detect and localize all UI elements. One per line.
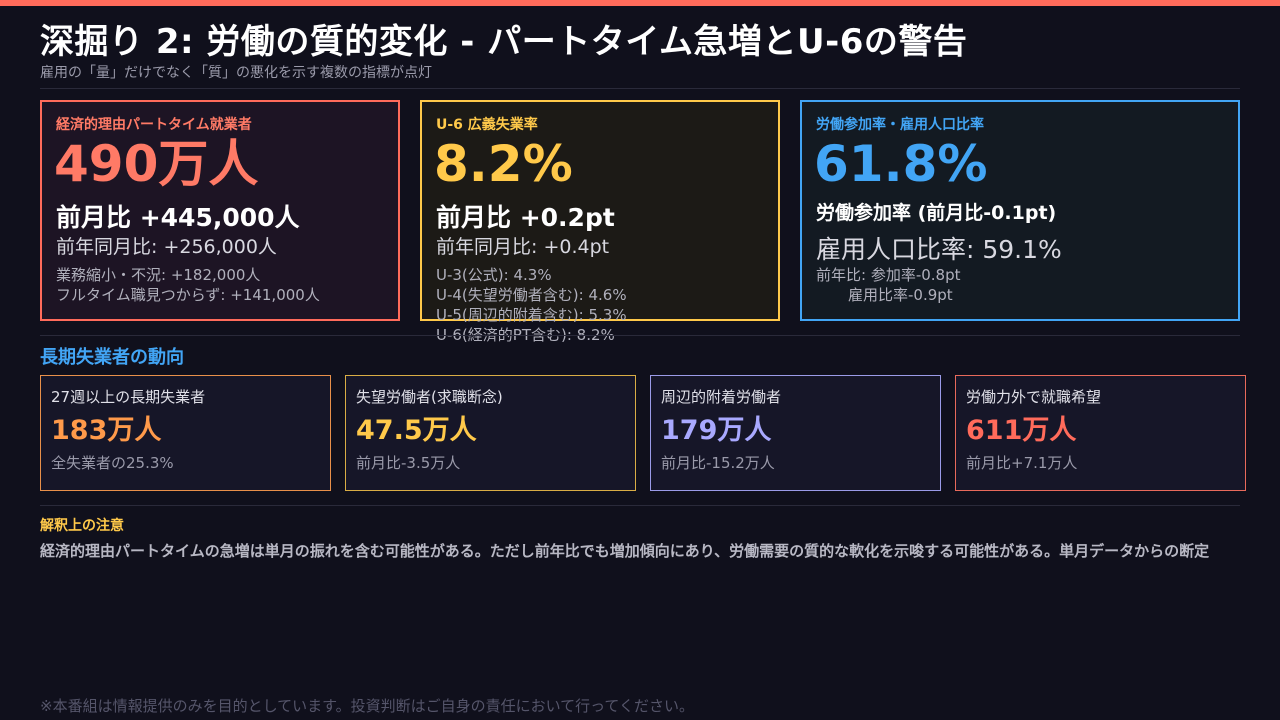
section-divider xyxy=(40,335,1240,336)
caution-title: 解釈上の注意 xyxy=(40,518,124,534)
card-part-time: 経済的理由パートタイム就業者 490万人 前月比 +445,000人 前年同月比… xyxy=(40,100,400,321)
header-divider xyxy=(40,88,1240,89)
stat-value: 179万人 xyxy=(661,415,772,446)
card-labor-force: 労働参加率・雇用人口比率 61.8% 労働参加率 (前月比-0.1pt) 雇用人… xyxy=(800,100,1240,321)
detail-line: 業務縮小・不況: +182,000人 xyxy=(56,266,261,284)
disclaimer-footer: ※本番組は情報提供のみを目的としています。投資判断はご自身の責任において行ってく… xyxy=(40,697,694,715)
card-big-value: 61.8% xyxy=(814,135,988,193)
page-subtitle: 雇用の「量」だけでなく「質」の悪化を示す複数の指標が点灯 xyxy=(40,65,432,81)
stat-note: 前月比+7.1万人 xyxy=(966,454,1078,472)
card-u6: U-6 広義失業率 8.2% 前月比 +0.2pt 前年同月比: +0.4pt … xyxy=(420,100,780,344)
detail-line: 前年比: 参加率-0.8pt xyxy=(816,266,961,284)
detail-line: U-5(周辺的附着含む): 5.3% xyxy=(436,306,627,324)
top-accent-bar xyxy=(0,0,1280,6)
stat-value: 183万人 xyxy=(51,415,162,446)
card-details: U-3(公式): 4.3% U-4(失望労働者含む): 4.6% U-5(周辺的… xyxy=(436,265,627,345)
card-mom-change: 前月比 +0.2pt xyxy=(436,203,615,232)
stat-note: 前月比-15.2万人 xyxy=(661,454,775,472)
stat-label: 27週以上の長期失業者 xyxy=(51,388,206,406)
card-label: U-6 広義失業率 xyxy=(436,117,538,133)
stat-note: 全失業者の25.3% xyxy=(51,454,174,472)
stat-card-want-job: 労働力外で就職希望 611万人 前月比+7.1万人 xyxy=(955,375,1246,491)
card-big-value: 8.2% xyxy=(434,135,573,193)
card-employment-ratio: 雇用人口比率: 59.1% xyxy=(816,235,1062,264)
stat-card-long-term-unemployed: 27週以上の長期失業者 183万人 全失業者の25.3% xyxy=(40,375,331,491)
card-yoy-change: 前年同月比: +0.4pt xyxy=(436,236,610,258)
detail-line: U-4(失望労働者含む): 4.6% xyxy=(436,286,627,304)
stat-label: 周辺的附着労働者 xyxy=(661,388,782,406)
card-big-value: 490万人 xyxy=(54,135,259,193)
stat-note: 前月比-3.5万人 xyxy=(356,454,461,472)
card-details: 前年比: 参加率-0.8pt 雇用比率-0.9pt xyxy=(816,265,961,305)
card-mom-change: 前月比 +445,000人 xyxy=(56,203,300,232)
card-label: 労働参加率・雇用人口比率 xyxy=(816,117,984,133)
caution-text: 経済的理由パートタイムの急増は単月の振れを含む可能性がある。ただし前年比でも増加… xyxy=(40,542,1210,560)
card-details: 業務縮小・不況: +182,000人 フルタイム職見つからず: +141,000… xyxy=(56,265,320,305)
detail-line: 雇用比率-0.9pt xyxy=(848,286,953,304)
detail-line: U-3(公式): 4.3% xyxy=(436,266,552,284)
card-yoy-change: 前年同月比: +256,000人 xyxy=(56,236,277,258)
detail-line: フルタイム職見つからず: +141,000人 xyxy=(56,286,320,304)
stat-card-marginally-attached: 周辺的附着労働者 179万人 前月比-15.2万人 xyxy=(650,375,941,491)
stat-label: 失望労働者(求職断念) xyxy=(356,388,503,406)
stat-card-discouraged-workers: 失望労働者(求職断念) 47.5万人 前月比-3.5万人 xyxy=(345,375,636,491)
stat-value: 611万人 xyxy=(966,415,1077,446)
section-title-long-term: 長期失業者の動向 xyxy=(40,347,184,368)
stat-value: 47.5万人 xyxy=(356,415,477,446)
caution-divider xyxy=(40,505,1240,506)
page-title: 深掘り 2: 労働の質的変化 - パートタイム急増とU-6の警告 xyxy=(40,22,968,62)
card-label: 経済的理由パートタイム就業者 xyxy=(56,117,252,133)
card-participation-change: 労働参加率 (前月比-0.1pt) xyxy=(816,202,1057,224)
stat-label: 労働力外で就職希望 xyxy=(966,388,1102,406)
